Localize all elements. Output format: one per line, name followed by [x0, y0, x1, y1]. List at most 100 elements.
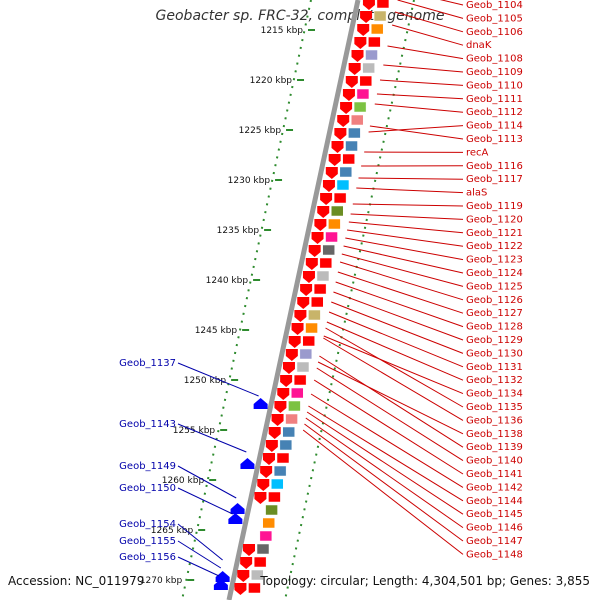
- gene-block: [253, 556, 267, 568]
- gene-arrow-forward: [294, 310, 307, 322]
- leader-line: [306, 411, 464, 515]
- gene-block: [322, 244, 335, 256]
- gene-block: [288, 400, 301, 412]
- gene-block: [336, 179, 350, 191]
- scale-tick-label: 1260 kbp: [162, 476, 205, 486]
- gene-block: [273, 465, 287, 477]
- backbone-line: [226, 0, 361, 600]
- gene-block: [342, 153, 355, 165]
- gene-arrow-forward: [265, 440, 278, 452]
- gene-arrow-forward: [300, 284, 313, 296]
- leader-line: [328, 311, 464, 368]
- leader-line: [376, 93, 464, 100]
- gene-label: Geob_1132: [466, 375, 523, 386]
- gene-label: recA: [466, 147, 489, 158]
- scale-tick-label: 1245 kbp: [195, 326, 238, 336]
- gene-arrow-forward: [240, 557, 253, 569]
- gene-block: [279, 439, 293, 451]
- gene-label: Geob_1147: [466, 536, 523, 547]
- gene-arrow-forward: [362, 0, 375, 10]
- leader-line: [305, 417, 464, 529]
- leader-line: [326, 321, 464, 381]
- gene-label: Geob_1106: [466, 27, 523, 38]
- gene-block: [308, 309, 321, 321]
- gene-arrow-forward: [302, 271, 315, 283]
- gene-label: Geob_1104: [466, 0, 523, 11]
- gene-block: [373, 10, 387, 22]
- gene-label: Geob_1143: [119, 419, 176, 430]
- gene-block: [276, 452, 290, 464]
- leader-line: [177, 523, 223, 561]
- leader-line: [368, 125, 464, 133]
- gene-block: [368, 36, 381, 48]
- gene-arrow-reverse: [230, 503, 245, 514]
- scale-tick-label: 1225 kbp: [239, 126, 282, 136]
- scale-tick-label: 1220 kbp: [250, 76, 293, 86]
- gene-label: Geob_1131: [466, 362, 523, 373]
- gene-arrow-forward: [280, 375, 293, 387]
- gene-label: Geob_1156: [119, 552, 176, 563]
- leader-line: [397, 0, 464, 19]
- gene-block: [348, 127, 361, 139]
- gene-arrow-forward: [243, 544, 256, 556]
- gene-label: Geob_1110: [466, 80, 523, 91]
- gene-block: [282, 426, 295, 438]
- gene-arrow-reverse: [213, 579, 228, 590]
- gene-label: Geob_1155: [119, 536, 176, 547]
- gene-arrow-forward: [234, 583, 247, 595]
- gene-label: Geob_1112: [466, 107, 523, 118]
- gene-block: [316, 270, 330, 282]
- gene-arrow-forward: [282, 362, 295, 374]
- gene-block: [305, 322, 318, 334]
- gene-label: Geob_1109: [466, 67, 523, 78]
- gene-label: Geob_1144: [466, 496, 523, 507]
- gene-arrow-reverse: [228, 513, 243, 524]
- leader-line: [383, 64, 464, 73]
- gene-arrow-forward: [237, 570, 250, 582]
- gene-block: [356, 88, 370, 100]
- gene-arrow-reverse: [253, 398, 268, 409]
- leader-line: [310, 393, 464, 488]
- gene-label: Geob_1121: [466, 228, 523, 239]
- gene-arrow-forward: [328, 154, 341, 166]
- gene-label: Geob_1122: [466, 241, 523, 252]
- leader-line: [356, 187, 464, 194]
- leader-line: [177, 487, 233, 515]
- leader-line: [387, 45, 464, 60]
- gene-block: [302, 335, 315, 347]
- gene-block: [328, 218, 341, 230]
- leader-line: [325, 327, 464, 408]
- gene-block: [259, 530, 273, 542]
- gene-label: Geob_1117: [466, 174, 523, 185]
- leader-line: [350, 213, 464, 220]
- leader-line: [358, 177, 464, 180]
- gene-arrow-forward: [268, 427, 281, 439]
- gene-label: Geob_1138: [466, 429, 523, 440]
- gene-block: [359, 75, 373, 87]
- gene-label: Geob_1114: [466, 121, 523, 132]
- gene-label: Geob_1146: [466, 523, 523, 534]
- gene-block: [311, 296, 324, 308]
- leader-line: [369, 125, 464, 140]
- gene-arrow-forward: [277, 388, 290, 400]
- gene-arrow-forward: [354, 37, 367, 49]
- gene-block: [299, 348, 313, 360]
- gene-block: [251, 569, 264, 581]
- scale-tick-label: 1235 kbp: [217, 226, 260, 236]
- gene-block: [265, 504, 278, 516]
- gene-arrow-forward: [348, 63, 361, 75]
- leader-line: [439, 0, 464, 6]
- gene-arrow-forward: [337, 115, 350, 127]
- gene-label: Geob_1136: [466, 415, 523, 426]
- gene-block: [271, 478, 284, 490]
- gene-arrow-forward: [254, 492, 267, 504]
- scale-tick-label: 1230 kbp: [228, 176, 271, 186]
- scale-tick-label: 1270 kbp: [140, 576, 183, 586]
- gene-block: [248, 582, 261, 594]
- gene-arrow-forward: [340, 102, 353, 114]
- gene-block: [330, 205, 344, 217]
- gene-arrow-forward: [288, 336, 301, 348]
- gene-label: Geob_1134: [466, 389, 523, 400]
- accession-text: Accession: NC_011979: [8, 574, 145, 588]
